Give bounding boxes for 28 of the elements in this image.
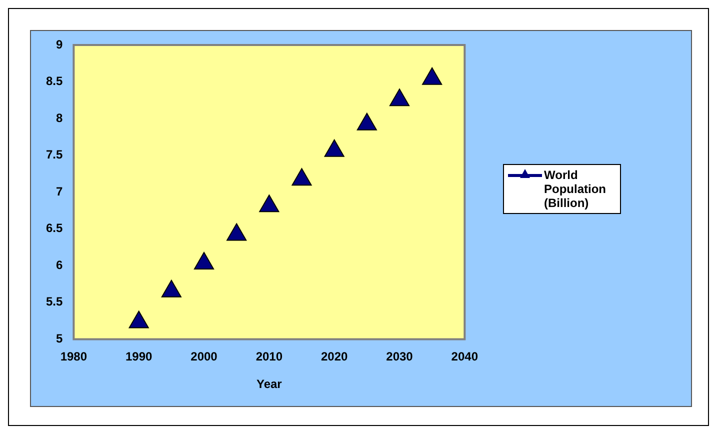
point bbox=[128, 310, 149, 328]
x-tick-label: 1990 bbox=[125, 350, 153, 364]
point bbox=[194, 252, 214, 270]
x-tick-label: 2010 bbox=[256, 350, 283, 364]
x-axis-title: Year bbox=[256, 377, 282, 392]
point bbox=[161, 280, 182, 298]
y-tick-label: 7.5 bbox=[46, 148, 63, 162]
point bbox=[226, 223, 247, 241]
legend-label: World Population (Billion) bbox=[544, 168, 607, 210]
x-tick-label: 2020 bbox=[320, 350, 348, 364]
y-tick-label: 7 bbox=[56, 184, 63, 198]
x-tick-label: 2000 bbox=[190, 350, 218, 364]
point bbox=[292, 168, 312, 186]
x-tick-label: 2040 bbox=[451, 350, 478, 364]
y-tick-label: 5 bbox=[56, 332, 63, 346]
y-tick-label: 9 bbox=[56, 37, 63, 52]
y-tick-label: 8 bbox=[56, 110, 63, 125]
point bbox=[259, 194, 280, 212]
point bbox=[324, 139, 344, 157]
x-tick-label: 1980 bbox=[60, 350, 88, 364]
y-tick-label: 8.5 bbox=[46, 74, 63, 88]
point bbox=[422, 67, 442, 85]
y-tick-label: 6.5 bbox=[46, 221, 63, 236]
y-tick-label: 6 bbox=[56, 258, 63, 272]
point bbox=[389, 88, 410, 106]
x-tick-label: 2030 bbox=[386, 350, 414, 364]
y-tick-label: 5.5 bbox=[46, 294, 63, 309]
point bbox=[356, 112, 377, 130]
